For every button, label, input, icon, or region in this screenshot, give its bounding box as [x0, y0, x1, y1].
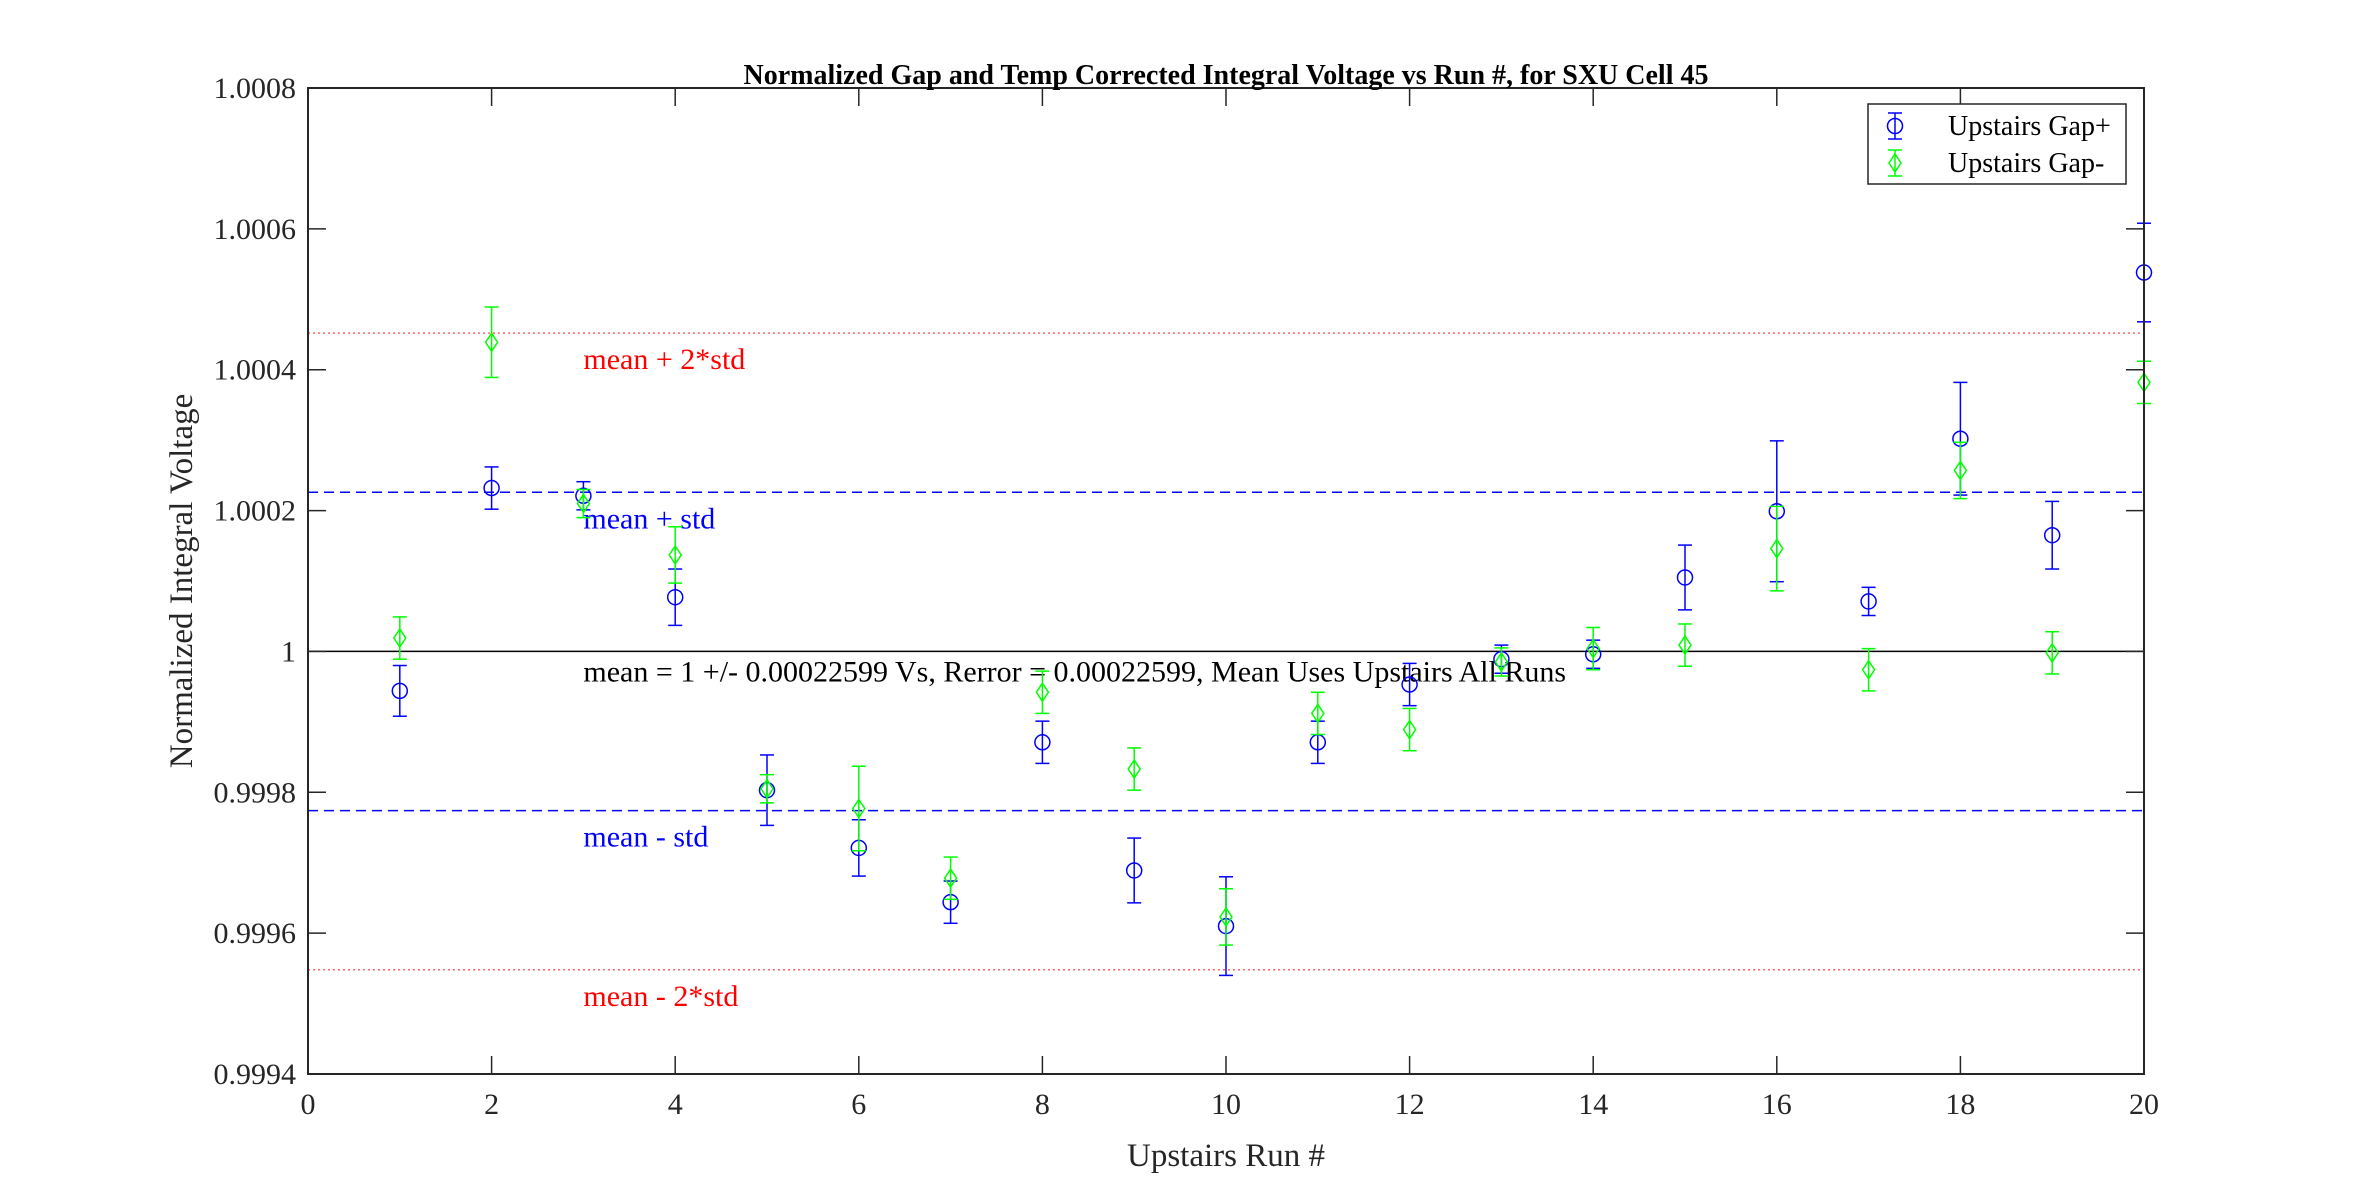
mean-plus-2std-label: mean + 2*std: [583, 343, 745, 376]
data-point: [1034, 734, 1051, 751]
data-point: [483, 479, 500, 497]
data-point: [1953, 460, 1968, 481]
x-ticks: 0 2 4 6 8 10 12 14 16 18 20: [301, 88, 2159, 1121]
data-point: [2043, 526, 2061, 544]
x-tick-label: 0: [301, 1088, 316, 1121]
legend-marker-0: [1886, 117, 1904, 135]
data-point: [1401, 676, 1418, 693]
data-point: [1586, 638, 1601, 659]
x-tick-label: 20: [2129, 1088, 2159, 1121]
data-point: [851, 798, 866, 819]
data-point: [1125, 862, 1143, 879]
x-tick-label: 6: [851, 1088, 866, 1121]
y-tick-label: 1.0002: [214, 495, 297, 528]
legend-box: [1867, 103, 2127, 185]
x-tick-label: 10: [1211, 1088, 1241, 1121]
reference-lines: mean + 2*std mean + std mean = 1 +/- 0.000…: [308, 332, 2144, 1013]
x-tick-label: 12: [1395, 1088, 1425, 1121]
data-point: [760, 778, 774, 800]
data-point: [1678, 634, 1692, 656]
data-point: [1861, 659, 1876, 681]
data-point: [484, 331, 499, 353]
data-point: [1402, 719, 1417, 740]
x-tick-label: 4: [668, 1088, 683, 1121]
y-tick-label: 0.9998: [214, 776, 297, 809]
legend: Upstairs Gap+ Upstairs Gap-: [1867, 103, 2127, 185]
chart-title: Normalized Gap and Temp Corrected Integr…: [744, 60, 1709, 91]
legend-label: Upstairs Gap-: [1948, 148, 2104, 179]
data-point: [392, 627, 407, 649]
data-point: [668, 544, 683, 566]
data-point: [1219, 906, 1233, 928]
data-point: [1035, 681, 1050, 703]
data-point: [576, 493, 591, 514]
x-tick-label: 14: [1578, 1088, 1608, 1121]
y-tick-label: 0.9996: [214, 917, 297, 950]
x-axis-label: Upstairs Run #: [1127, 1138, 1325, 1174]
mean-label: mean = 1 +/- 0.00022599 Vs, Rerror = 0.0…: [583, 655, 1566, 688]
data-point: [1127, 758, 1142, 780]
y-tick-label: 1.0004: [214, 354, 297, 387]
data-point: [1860, 593, 1877, 610]
data-point: [2045, 642, 2060, 664]
data-point: [1494, 651, 1509, 673]
data-points: [391, 222, 2153, 977]
x-tick-label: 16: [1762, 1088, 1792, 1121]
legend-label: Upstairs Gap+: [1948, 111, 2111, 142]
data-point: [1769, 538, 1784, 559]
y-tick-label: 0.9994: [214, 1058, 297, 1091]
mean-minus-std-label: mean - std: [583, 821, 708, 854]
data-point: [943, 867, 958, 889]
y-ticks: 0.9994 0.9996 0.9998 1 1.0002 1.0004 1.0006 1.0…: [214, 72, 2144, 1091]
mean-minus-2std-label: mean - 2*std: [583, 980, 738, 1013]
y-tick-label: 1.0006: [214, 213, 297, 246]
x-tick-label: 18: [1945, 1088, 1975, 1121]
x-tick-label: 2: [484, 1088, 499, 1121]
y-tick-label: 1.0008: [214, 72, 297, 105]
data-point: [1310, 703, 1325, 724]
legend-marker-1: [1888, 152, 1902, 174]
data-point: [666, 588, 684, 606]
data-point: [391, 682, 409, 700]
series-gap-plus: [391, 222, 2153, 977]
data-point: [1676, 569, 1694, 586]
y-axis-label: Normalized Integral Voltage: [164, 394, 200, 769]
y-tick-label: 1: [281, 635, 296, 668]
series-gap-minus: [392, 306, 2151, 946]
x-tick-label: 8: [1035, 1088, 1050, 1121]
mean-plus-std-label: mean + std: [583, 502, 715, 535]
